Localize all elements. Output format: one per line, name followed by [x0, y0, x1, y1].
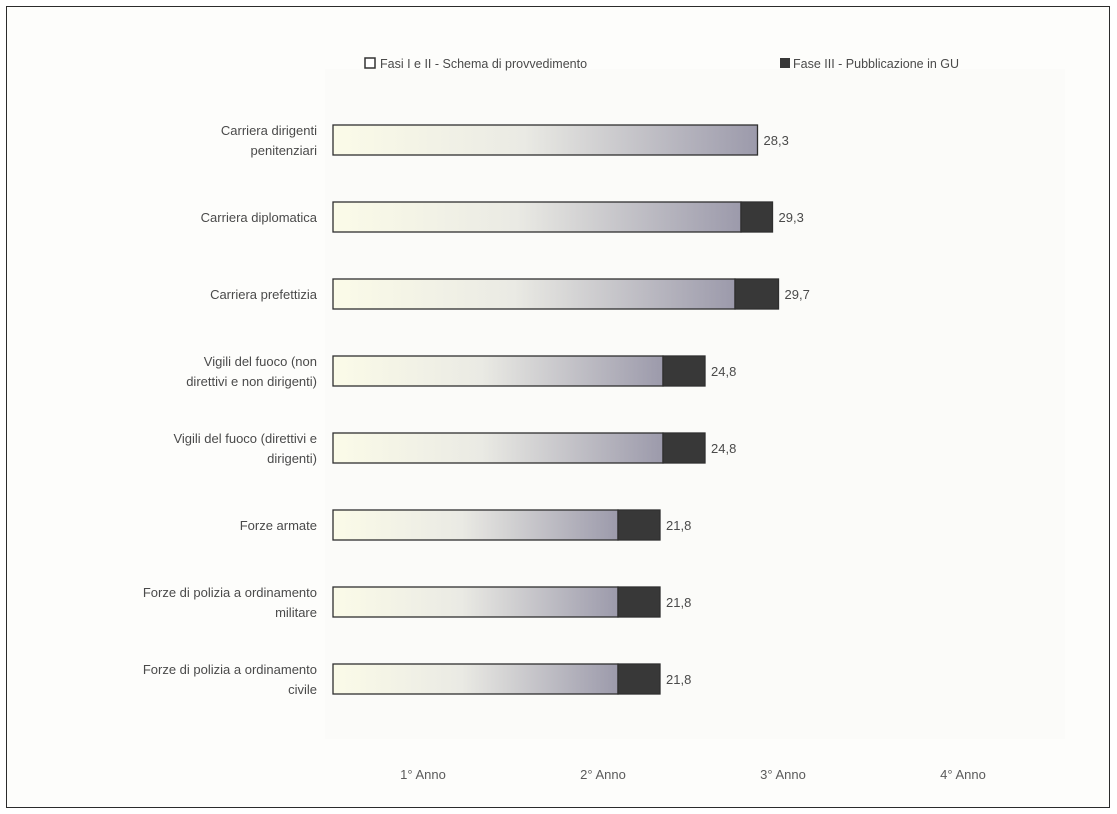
- bar-segment-phase-1-2: [332, 278, 736, 310]
- bar-segment-phase-3: [662, 432, 706, 464]
- bar-segment-phase-3: [740, 201, 774, 233]
- bar-segment-phase-3: [734, 278, 780, 310]
- bar-segment-phase-1-2: [332, 663, 619, 695]
- category-label: Forze di polizia a ordinamento militare: [143, 585, 317, 620]
- bar-value-label: 21,8: [666, 672, 691, 687]
- x-tick-label: 1° Anno: [400, 767, 446, 782]
- bar-segment-phase-3: [617, 663, 661, 695]
- bar-chart: Fasi I e II - Schema di provvedimento Fa…: [143, 57, 1065, 782]
- bar-value-label: 28,3: [764, 133, 789, 148]
- category-labels: Carriera dirigenti penitenziari Carriera d…: [143, 123, 318, 697]
- bar-segment-phase-3: [662, 355, 706, 387]
- bar-segment-phase-3: [617, 509, 661, 541]
- bar-value-label: 29,7: [785, 287, 810, 302]
- x-tick-label: 2° Anno: [580, 767, 626, 782]
- bar-value-label: 29,3: [779, 210, 804, 225]
- x-tick-labels: 1° Anno 2° Anno 3° Anno 4° Anno: [400, 767, 986, 782]
- chart-frame: Fasi I e II - Schema di provvedimento Fa…: [6, 6, 1110, 808]
- bar-segment-phase-3: [617, 586, 661, 618]
- bars: [332, 124, 780, 695]
- bar-segment-phase-1-2: [332, 124, 759, 156]
- category-label: Vigili del fuoco (direttivi e dirigenti): [173, 431, 317, 466]
- bar-segment-phase-1-2: [332, 586, 619, 618]
- legend-label-phase-3: Fase III - Pubblicazione in GU: [793, 57, 959, 71]
- category-label: Carriera diplomatica: [201, 210, 318, 225]
- category-label: Vigili del fuoco (non direttivi e non dir…: [186, 354, 317, 389]
- bar-value-label: 24,8: [711, 441, 736, 456]
- bar-segment-phase-1-2: [332, 355, 664, 387]
- bar-value-label: 24,8: [711, 364, 736, 379]
- legend-swatch-phase-1-2: [364, 57, 376, 69]
- x-tick-label: 3° Anno: [760, 767, 806, 782]
- category-label: Carriera prefettizia: [210, 287, 318, 302]
- x-tick-label: 4° Anno: [940, 767, 986, 782]
- bar-segment-phase-1-2: [332, 201, 742, 233]
- bar-value-label: 21,8: [666, 518, 691, 533]
- value-labels: 28,3 29,3 29,7 24,8 24,8 21,8 21,8 21,8: [666, 133, 810, 687]
- category-label: Carriera dirigenti penitenziari: [221, 123, 317, 158]
- bar-segment-phase-1-2: [332, 432, 664, 464]
- category-label: Forze di polizia a ordinamento civile: [143, 662, 317, 697]
- legend-swatch-phase-3: [780, 58, 790, 68]
- category-label: Forze armate: [240, 518, 317, 533]
- bar-value-label: 21,8: [666, 595, 691, 610]
- legend-label-phase-1-2: Fasi I e II - Schema di provvedimento: [380, 57, 587, 71]
- plot-background: [325, 69, 1065, 739]
- bar-segment-phase-1-2: [332, 509, 619, 541]
- legend: Fasi I e II - Schema di provvedimento Fa…: [364, 57, 959, 71]
